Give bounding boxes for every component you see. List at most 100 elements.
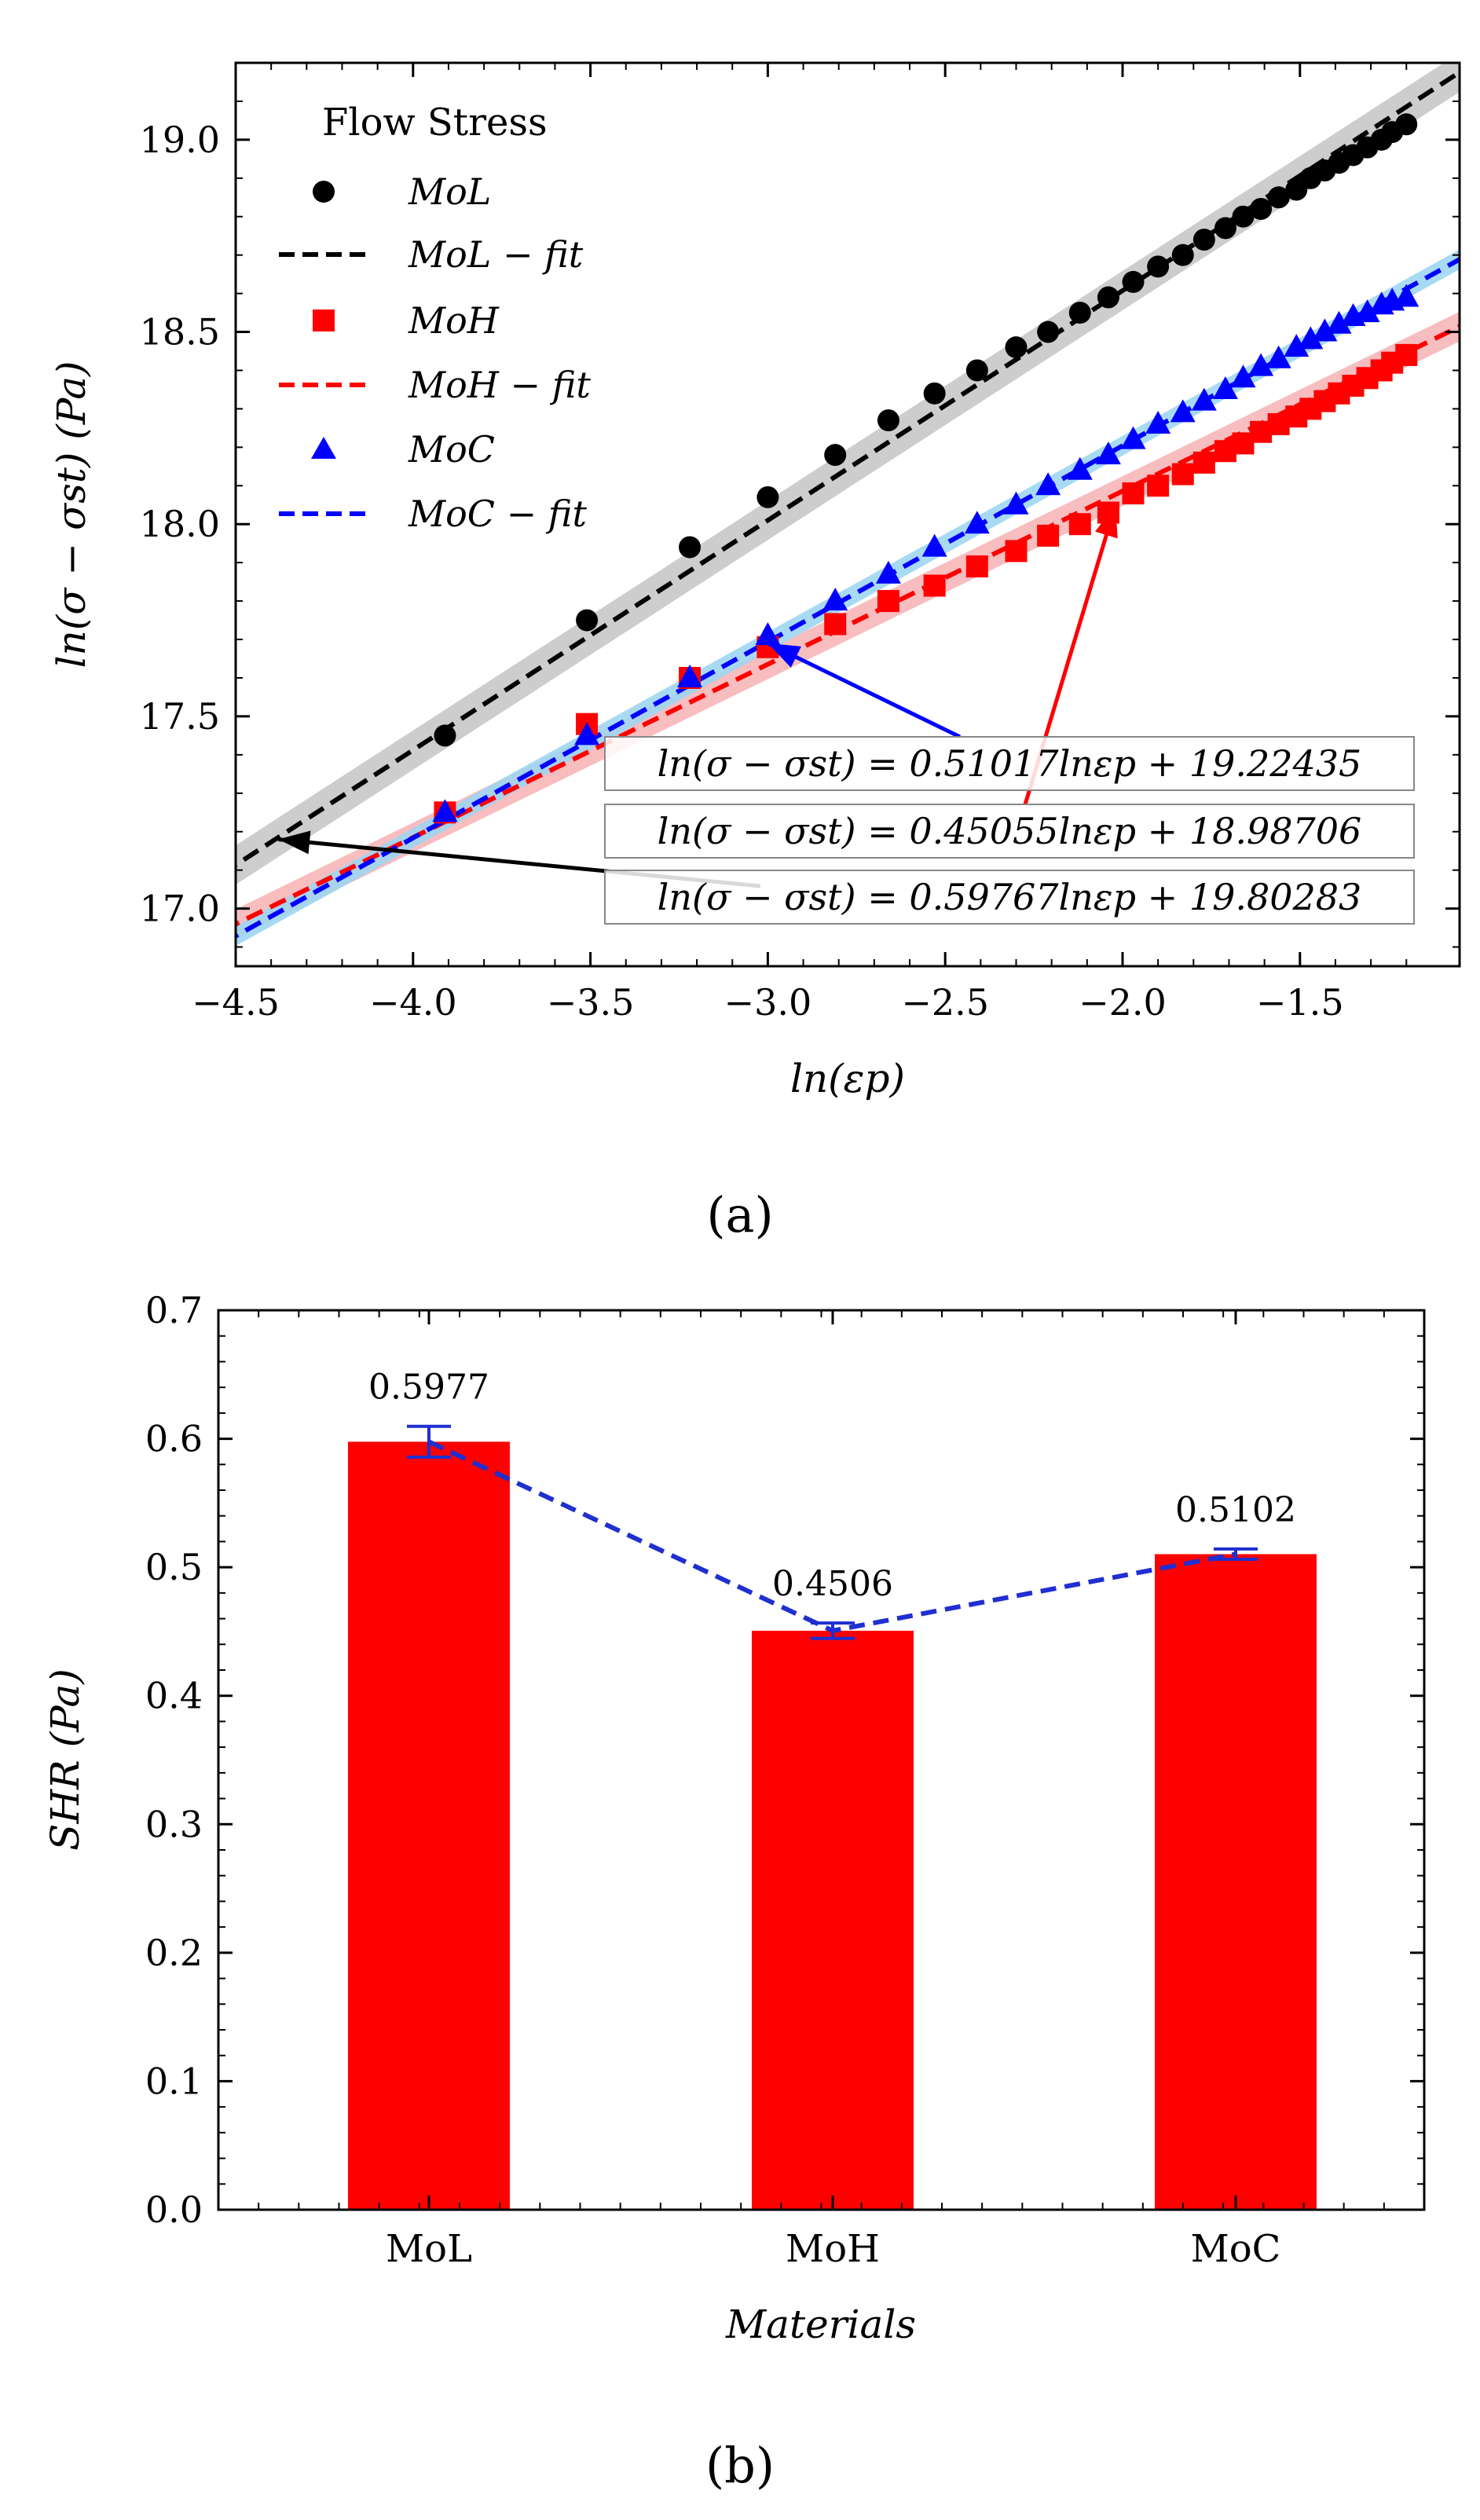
bar-value-label: 0.5977 xyxy=(368,1368,489,1408)
legend-title: Flow Stress xyxy=(322,101,548,145)
legend-moh-label: MoH xyxy=(408,299,500,342)
mol-point xyxy=(1097,286,1119,309)
mol-point xyxy=(1122,270,1145,293)
chart-a-y-axis-label: ln(σ − σst) (Pa) xyxy=(49,361,94,668)
bar-moc xyxy=(1155,1554,1317,2210)
y-tick-label: 18.5 xyxy=(140,311,220,353)
moc-point xyxy=(1145,411,1171,434)
chart-b-x-axis-label: Materials xyxy=(725,2302,916,2347)
moh-point xyxy=(1037,524,1060,547)
moc-point xyxy=(1212,375,1238,399)
moh-point xyxy=(1171,463,1194,485)
moc-point xyxy=(1095,441,1121,465)
moc-point xyxy=(1248,353,1274,376)
moc-point xyxy=(1312,318,1338,342)
y-tick-label: 0.7 xyxy=(145,1289,203,1331)
moc-point xyxy=(964,511,990,534)
x-tick-label: −3.0 xyxy=(724,981,812,1024)
mol-point xyxy=(1171,244,1194,266)
moc-point xyxy=(1266,345,1291,368)
annotation-box xyxy=(604,736,1415,791)
chart-b: 0.5977 0.4506 0.5102 MoL MoH MoC 0.0 0.1 0.2 0.3… xyxy=(42,1289,1426,2494)
y-tick-label: 0.5 xyxy=(145,1546,203,1588)
moh-point xyxy=(1122,482,1145,505)
mol-point xyxy=(923,382,946,405)
x-tick-label: −2.5 xyxy=(901,981,989,1024)
moh-point xyxy=(1395,343,1418,366)
mol-point xyxy=(1395,113,1418,136)
mol-point xyxy=(1147,255,1170,278)
mol-point xyxy=(965,359,988,382)
moh-point xyxy=(1005,540,1028,562)
moc-point xyxy=(1298,326,1324,350)
legend-moc-marker xyxy=(311,437,336,459)
annotation-arrowhead xyxy=(767,643,801,668)
moh-point xyxy=(965,555,988,578)
bar-mol xyxy=(348,1441,510,2210)
moc-point xyxy=(1067,456,1093,480)
bar-value-label: 0.5102 xyxy=(1175,1490,1296,1530)
moc-point xyxy=(1191,387,1217,411)
mol-point xyxy=(1250,197,1273,220)
moc-point xyxy=(875,560,901,584)
legend-mol-label: MoL xyxy=(408,170,491,213)
moh-point xyxy=(824,613,847,635)
x-category-label: MoL xyxy=(386,2227,472,2271)
moc-point xyxy=(1284,334,1310,357)
x-category-label: MoC xyxy=(1191,2227,1281,2271)
mol-point xyxy=(434,724,456,747)
x-tick-label: −3.5 xyxy=(547,981,635,1024)
panel-label-a: (a) xyxy=(706,1186,773,1244)
mol-point xyxy=(756,485,779,508)
y-tick-label: 0.4 xyxy=(145,1675,203,1717)
annotation-arrow xyxy=(767,641,962,739)
annotation-equation: ln(σ − σst) = 0.59767lnεp + 19.80283 xyxy=(658,876,1362,918)
annotation-equation: ln(σ − σst) = 0.45055lnεp + 18.98706 xyxy=(658,810,1362,852)
annotation-box xyxy=(604,870,1415,925)
moc-point xyxy=(822,588,848,611)
mol-point xyxy=(679,536,702,559)
mol-point xyxy=(1214,217,1236,240)
x-category-label: MoH xyxy=(786,2227,880,2271)
chart-a-legend: Flow Stress MoL MoL − fit MoH MoH − fit … xyxy=(279,101,591,535)
annotation-arrowhead xyxy=(1095,504,1118,539)
y-tick-label: 0.1 xyxy=(145,2060,203,2102)
moh-point xyxy=(923,574,946,597)
moc-point xyxy=(755,622,781,646)
moc-point xyxy=(1003,491,1029,515)
panel-label-b: (b) xyxy=(705,2437,775,2494)
chart-a-annotations: ln(σ − σst) = 0.51017lnεp + 19.22435 ln(σ… xyxy=(604,736,1415,925)
y-tick-label: 0.2 xyxy=(145,1932,203,1974)
moc-point xyxy=(1120,426,1146,449)
legend-mol-marker xyxy=(313,181,335,203)
legend-mol-fit-label: MoL − fit xyxy=(408,233,584,276)
x-tick-label: −2.0 xyxy=(1079,981,1167,1024)
y-tick-label: 0.3 xyxy=(145,1803,203,1845)
mol-point xyxy=(1267,186,1290,209)
y-tick-label: 19.0 xyxy=(140,119,220,161)
legend-moc-fit-label: MoC − fit xyxy=(408,493,587,535)
annotation-equation: ln(σ − σst) = 0.51017lnεp + 19.22435 xyxy=(658,742,1362,785)
moc-point xyxy=(1354,299,1380,323)
chart-b-ticks: MoL MoH MoC 0.0 0.1 0.2 0.3 0.4 0.5 0.6 0.7 xyxy=(145,1289,1424,2271)
moc-point xyxy=(1170,399,1196,423)
legend-moh-fit-label: MoH − fit xyxy=(408,364,591,406)
chart-b-bars xyxy=(348,1441,1317,2210)
moh-point xyxy=(1068,513,1091,536)
moc-point xyxy=(921,533,947,557)
legend-moh-marker xyxy=(313,310,335,331)
moc-point xyxy=(574,722,600,745)
chart-b-value-labels: 0.5977 0.4506 0.5102 xyxy=(368,1368,1296,1604)
mol-point xyxy=(877,409,899,432)
mol-point xyxy=(1232,205,1255,228)
mol-point xyxy=(1037,320,1060,343)
chart-a-ticks: −4.5 −4.0 −3.5 −3.0 −2.5 −2.0 −1.5 17.0 17.5 18.0… xyxy=(140,63,1460,1024)
moc-point xyxy=(1035,472,1061,496)
moc-point xyxy=(677,664,703,687)
legend-moc-label: MoC xyxy=(408,428,495,471)
mol-point xyxy=(1005,336,1028,359)
moh-point xyxy=(1192,451,1215,474)
y-tick-label: 17.0 xyxy=(140,888,220,930)
y-tick-label: 17.5 xyxy=(140,695,220,738)
